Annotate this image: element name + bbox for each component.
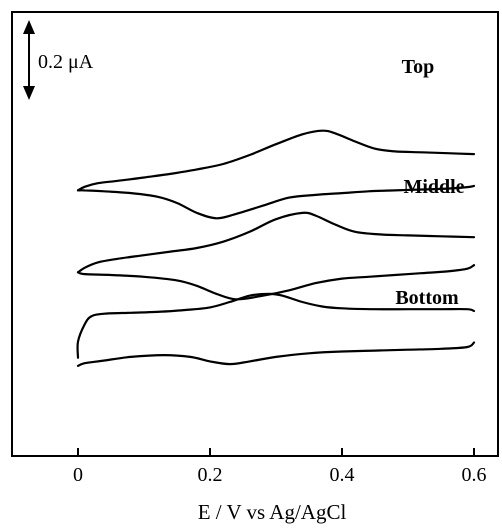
x-tick-label: 0 <box>73 464 83 486</box>
series-curves <box>76 129 476 367</box>
scale-bar: 0.2 μA <box>23 20 94 100</box>
series-middle-reverse-scan <box>76 264 476 301</box>
series-middle-forward-scan <box>76 211 476 274</box>
series-bottom-forward-scan <box>76 292 476 359</box>
series-top-reverse-scan <box>76 184 476 220</box>
x-tick-label: 0.4 <box>330 464 355 486</box>
x-axis-ticks: 0 0.2 0.4 0.6 <box>73 448 487 486</box>
scale-bar-arrow-up-icon <box>23 20 35 34</box>
x-axis-title: E / V vs Ag/AgCl <box>198 500 347 524</box>
series-top-forward-scan <box>76 129 476 192</box>
scale-bar-label: 0.2 μA <box>38 51 94 73</box>
series-bottom-reverse-scan <box>76 341 476 367</box>
x-tick-label: 0.6 <box>462 464 487 486</box>
plot-frame <box>11 11 499 457</box>
scale-bar-arrow-down-icon <box>23 86 35 100</box>
x-tick-label: 0.2 <box>198 464 223 486</box>
series-labels: Top Middle Bottom <box>395 56 464 309</box>
series-label-middle: Middle <box>403 176 464 198</box>
series-label-top: Top <box>402 56 435 78</box>
series-label-bottom: Bottom <box>395 287 459 309</box>
